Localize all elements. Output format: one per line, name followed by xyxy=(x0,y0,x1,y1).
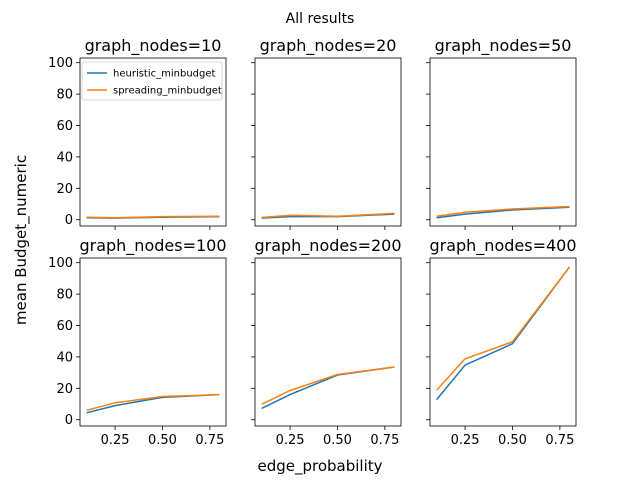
subplot-panel: graph_nodes=20 xyxy=(251,36,402,230)
legend-label: heuristic_minbudget xyxy=(113,69,216,80)
subplot-title: graph_nodes=200 xyxy=(254,236,401,256)
y-tick-label: 20 xyxy=(56,182,73,197)
x-tick-label: 0.75 xyxy=(370,433,399,448)
series-line-spreading-minbudget xyxy=(261,212,395,219)
subplot-panel: graph_nodes=100 0.25 0.50 0.75 0 20 40 60 80 100 xyxy=(48,236,226,448)
y-tick-label: 80 xyxy=(56,288,73,303)
subplot-title: graph_nodes=10 xyxy=(85,36,222,56)
y-tick-label: 60 xyxy=(56,319,73,334)
figure-suptitle: All results xyxy=(286,11,355,27)
x-tick-label: 0.75 xyxy=(195,433,224,448)
subplot-panel: graph_nodes=10 0 20 40 60 80 100 heuristic_minb… xyxy=(48,36,227,230)
subplot-frame xyxy=(429,257,577,427)
y-tick-label: 0 xyxy=(65,413,73,428)
subplot-panel: graph_nodes=200 0.25 0.50 0.75 xyxy=(251,236,402,448)
y-tick-label: 40 xyxy=(56,150,73,165)
legend-box xyxy=(81,61,223,101)
subplot-frame xyxy=(254,257,402,427)
subplot-title: graph_nodes=50 xyxy=(435,36,572,56)
series-line-spreading-minbudget xyxy=(261,366,395,405)
y-tick-label: 80 xyxy=(56,88,73,103)
legend-label: spreading_minbudget xyxy=(113,86,222,97)
subplot-title: graph_nodes=100 xyxy=(79,236,226,256)
x-tick-label: 0.50 xyxy=(148,433,177,448)
subplot-grid: graph_nodes=10020406080100heuristic_minb… xyxy=(48,36,576,448)
y-tick-label: 40 xyxy=(56,350,73,365)
y-tick-label: 100 xyxy=(48,56,73,71)
figure-ylabel: mean Budget_numeric xyxy=(12,155,31,325)
x-tick-label: 0.25 xyxy=(451,433,480,448)
x-tick-label: 0.50 xyxy=(498,433,527,448)
legend: heuristic_minbudget spreading_minbudget xyxy=(81,61,223,101)
subplot-panel: graph_nodes=400 0.25 0.50 0.75 xyxy=(426,236,577,448)
subplot-title: graph_nodes=20 xyxy=(260,36,397,56)
y-tick-label: 0 xyxy=(65,213,73,228)
x-tick-label: 0.75 xyxy=(545,433,574,448)
subplot-panel: graph_nodes=50 xyxy=(426,36,577,230)
subplot-title: graph_nodes=400 xyxy=(429,236,576,256)
subplot-frame xyxy=(429,57,577,227)
x-tick-label: 0.25 xyxy=(276,433,305,448)
y-tick-label: 100 xyxy=(48,256,73,271)
y-tick-label: 60 xyxy=(56,119,73,134)
x-tick-label: 0.50 xyxy=(323,433,352,448)
x-tick-label: 0.25 xyxy=(101,433,130,448)
figure-xlabel: edge_probability xyxy=(257,457,382,476)
subplot-frame xyxy=(79,257,227,427)
series-line-spreading-minbudget xyxy=(86,393,220,412)
series-line-spreading-minbudget xyxy=(436,266,570,391)
series-line-spreading-minbudget xyxy=(436,205,570,218)
series-line-spreading-minbudget xyxy=(86,215,220,219)
subplot-frame xyxy=(79,57,227,227)
subplot-frame xyxy=(254,57,402,227)
series-line-heuristic-minbudget xyxy=(436,206,570,219)
y-tick-label: 20 xyxy=(56,382,73,397)
